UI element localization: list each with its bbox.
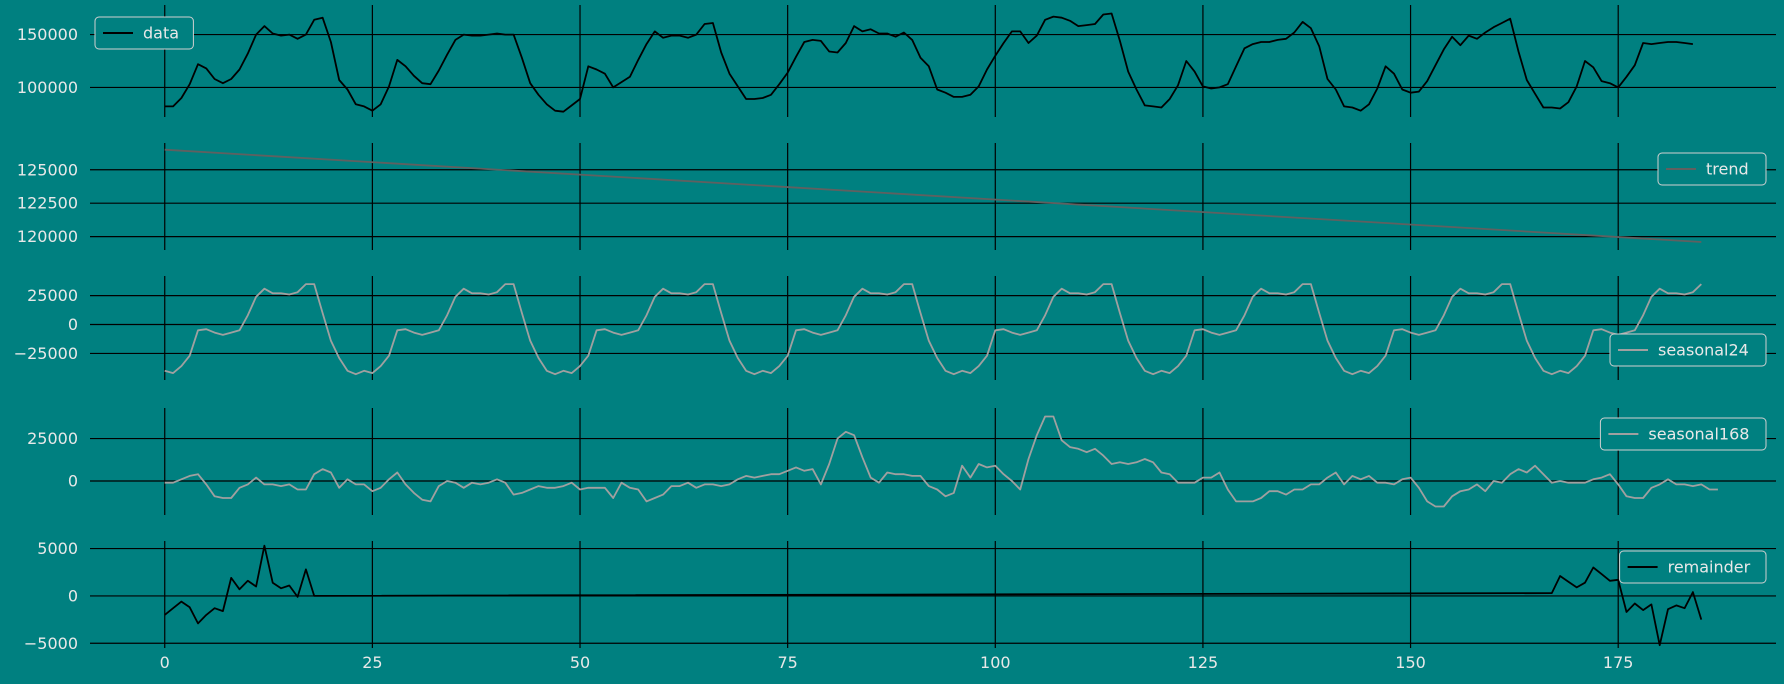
y-tick-label: 125000 [17,160,78,179]
y-tick-label: 0 [68,472,78,491]
y-tick-label: 0 [68,586,78,605]
series-line-data [164,12,1694,113]
series-line-seasonal168 [164,415,1718,508]
y-tick-label: 100000 [17,78,78,97]
legend-label: seasonal168 [1648,425,1749,444]
panels: 100000 150000 data 120000 122500 125000 trend −… [14,5,1776,653]
y-tick-label: 25000 [27,429,78,448]
y-tick-label: 150000 [17,25,78,44]
y-tick-label: 120000 [17,227,78,246]
x-tick-label: 25 [362,653,382,672]
panel-2: −25000 0 25000 seasonal24 [14,276,1776,380]
x-tick-label: 150 [1395,653,1426,672]
y-tick-label: −5000 [24,634,78,653]
panel-0: 100000 150000 data [17,5,1776,117]
legend: remainder [1619,550,1767,584]
y-tick-label: 25000 [27,286,78,305]
y-tick-label: 0 [68,315,78,334]
legend-box [1619,550,1767,584]
legend: data [94,16,194,50]
x-tick-label: 100 [980,653,1011,672]
legend-box [94,16,194,50]
legend-box [1657,152,1767,186]
legend-label: data [143,24,179,43]
series-line-trend [164,148,1702,243]
legend: seasonal24 [1609,333,1767,367]
legend: seasonal168 [1599,417,1767,451]
legend-label: seasonal24 [1658,341,1749,360]
series-line-remainder [164,544,1703,647]
series-line-seasonal24 [164,283,1702,376]
y-tick-label: 122500 [17,194,78,213]
panel-3: 0 25000 seasonal168 [27,408,1776,515]
x-axis: 0 25 50 75 100 125 150 175 [160,653,1634,672]
x-tick-label: 50 [570,653,590,672]
legend-box [1599,417,1767,451]
panel-4: −5000 0 5000 remainder [24,539,1776,653]
legend: trend [1657,152,1767,186]
legend-label: remainder [1668,558,1751,577]
x-tick-label: 75 [777,653,797,672]
x-tick-label: 125 [1188,653,1219,672]
panel-1: 120000 122500 125000 trend [17,143,1776,250]
y-tick-label: 5000 [37,539,78,558]
y-tick-label: −25000 [14,344,78,363]
x-tick-label: 0 [160,653,170,672]
legend-box [1609,333,1767,367]
legend-label: trend [1706,160,1749,179]
x-tick-label: 175 [1603,653,1634,672]
